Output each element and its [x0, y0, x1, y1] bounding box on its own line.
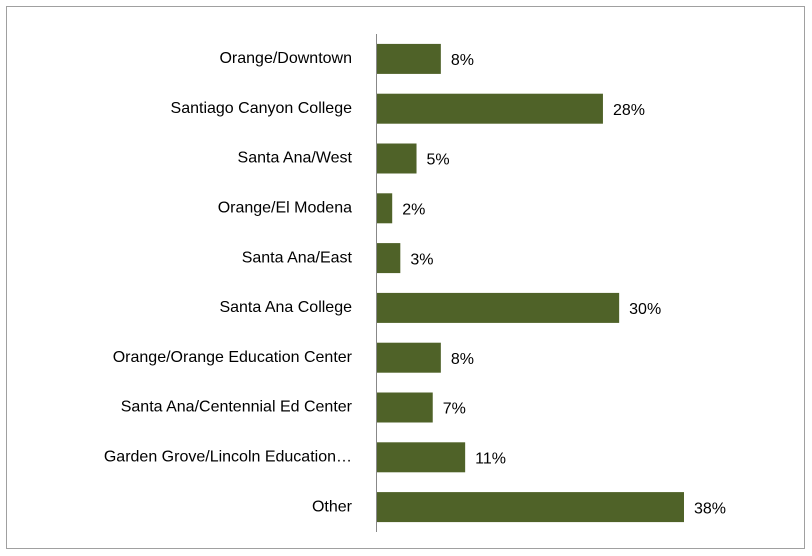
category-label: Santa Ana College [219, 299, 352, 316]
bar [377, 143, 417, 174]
data-label: 11% [475, 451, 506, 468]
bar [377, 442, 466, 473]
bar [377, 492, 684, 523]
data-label: 38% [694, 500, 726, 517]
category-label: Santa Ana/West [238, 150, 353, 167]
category-label: Santa Ana/East [242, 249, 353, 266]
bar [377, 243, 401, 274]
category-label: Santa Ana/Centennial Ed Center [121, 399, 353, 416]
data-label: 28% [613, 102, 645, 119]
category-label: Orange/Downtown [219, 50, 352, 67]
bar [377, 193, 393, 224]
data-label: 3% [410, 251, 433, 268]
bar [377, 292, 620, 323]
bar [377, 43, 441, 74]
data-label: 2% [402, 202, 425, 219]
category-label: Orange/Orange Education Center [113, 349, 353, 366]
data-label: 7% [443, 401, 466, 418]
bar [377, 93, 603, 124]
category-label: Santiago Canyon College [171, 100, 353, 117]
category-label: Other [312, 498, 353, 515]
data-label: 30% [629, 301, 661, 318]
data-label: 8% [451, 52, 474, 69]
bar [377, 342, 441, 373]
category-label: Orange/El Modena [218, 200, 352, 217]
data-label: 8% [451, 351, 474, 368]
data-label: 5% [427, 152, 450, 169]
category-label: Garden Grove/Lincoln Education… [104, 449, 352, 466]
bar [377, 392, 433, 423]
